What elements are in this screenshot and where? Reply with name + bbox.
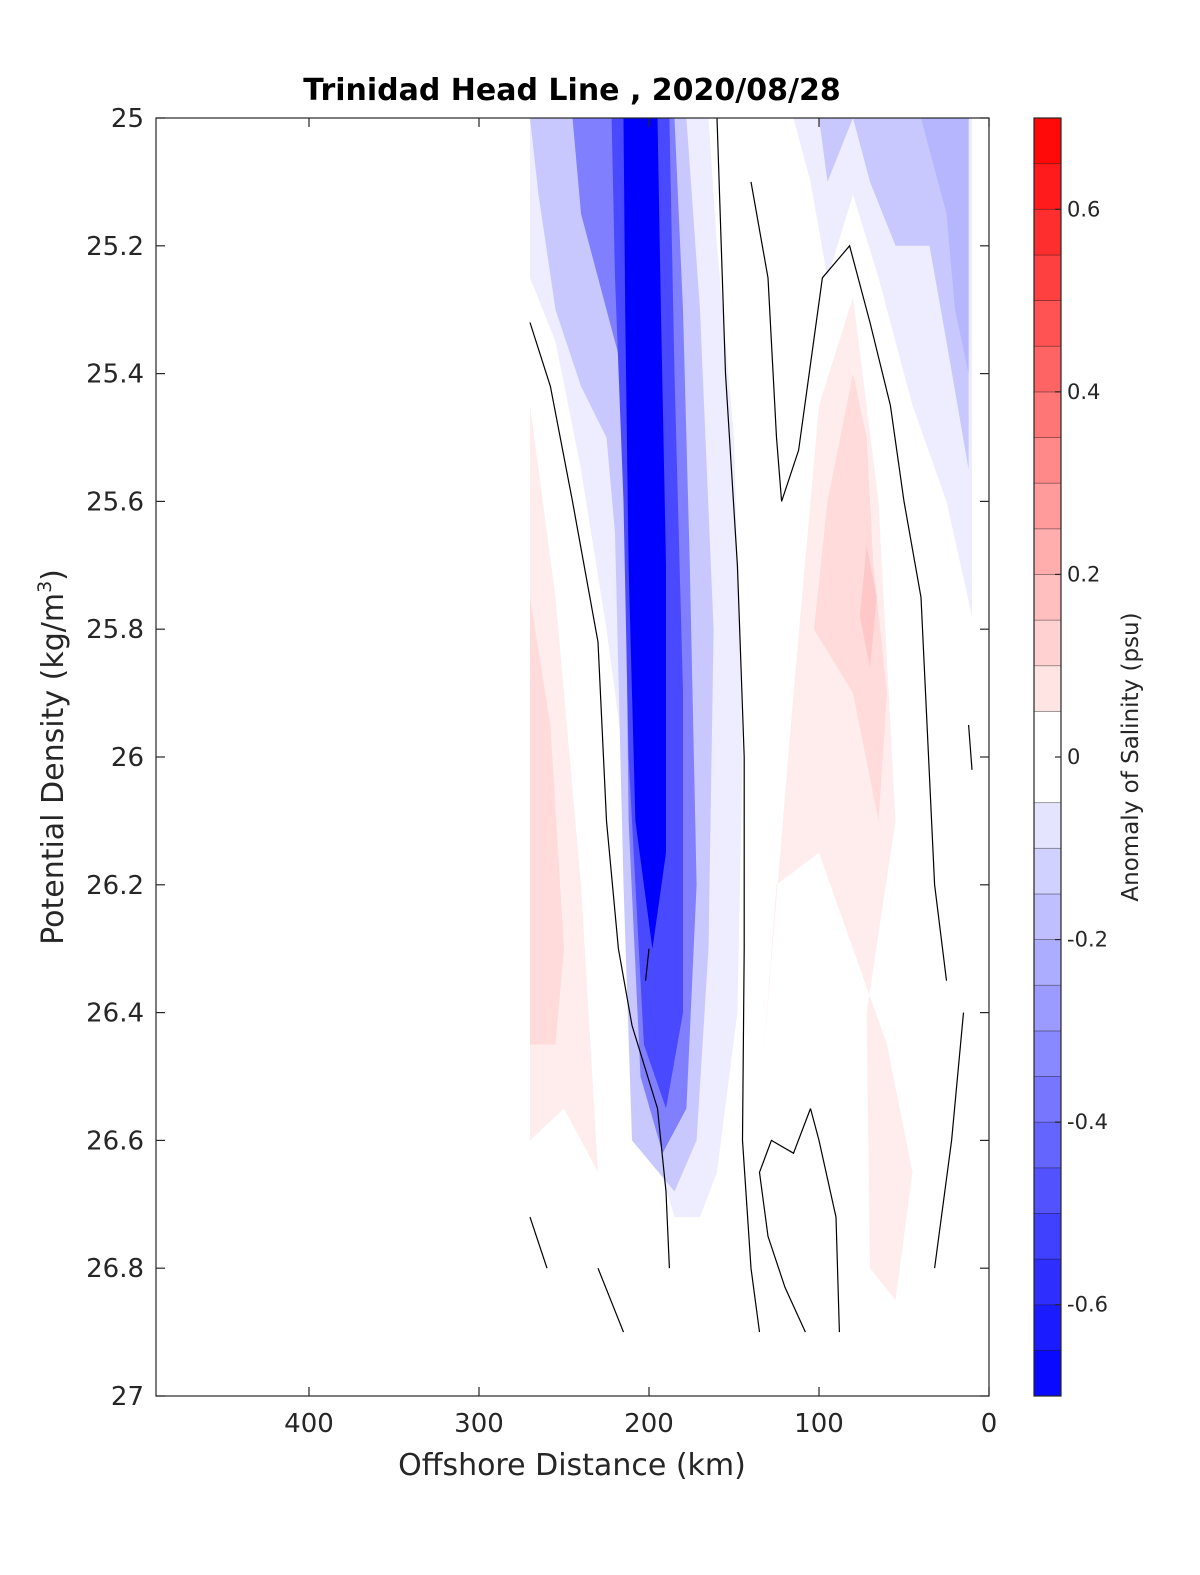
x-tick-label: 400	[284, 1409, 334, 1439]
anomaly-region-nearshore-negative-anomaly-core	[819, 118, 969, 470]
colorbar-tick-label: 0.4	[1067, 380, 1100, 404]
y-tick-label: 26.8	[86, 1254, 144, 1284]
x-tick-label: 200	[624, 1409, 674, 1439]
zero-contour-line-7	[758, 1108, 812, 1333]
y-tick-label: 26.2	[86, 871, 144, 901]
colorbar-tick-label: -0.6	[1067, 1293, 1108, 1317]
y-tick-label: 26.4	[86, 999, 144, 1029]
colorbar-segment	[1033, 1121, 1062, 1169]
anomaly-region-nearshore-positive-anomaly-core	[813, 373, 887, 821]
anomaly-fill-layer	[530, 118, 972, 1301]
colorbar-segment	[1033, 117, 1062, 165]
x-tick-label: 100	[794, 1409, 844, 1439]
zero-contour-line-3	[750, 181, 948, 981]
anomaly-region-offshore-positive-anomaly-core	[530, 597, 564, 1045]
colorbar-segment	[1033, 939, 1062, 986]
y-axis-label: Potential Density (kg/m3)	[34, 569, 71, 945]
y-tick-label: 25	[111, 104, 144, 134]
colorbar-segment	[1033, 391, 1062, 438]
x-axis-label: Offshore Distance (km)	[398, 1448, 746, 1483]
zero-contour-line-2	[716, 118, 761, 1333]
y-tick-label: 25.2	[86, 232, 144, 262]
colorbar-tick-label: 0.6	[1067, 197, 1100, 221]
y-tick-label: 27	[111, 1382, 144, 1412]
y-tick-label: 25.4	[86, 360, 144, 390]
zero-contour-line-6	[645, 948, 650, 981]
y-tick-label: 25.8	[86, 615, 144, 645]
anomaly-region-coastal-negative-anomaly-strong	[921, 118, 969, 374]
x-tick-label: 300	[454, 1409, 504, 1439]
anomaly-region-nearshore-positive-anomaly-peak	[859, 546, 877, 668]
colorbar-segment	[1033, 665, 1062, 712]
x-tick-label: 0	[981, 1409, 998, 1439]
zero-contour-line-9	[934, 1012, 965, 1269]
colorbar-segment	[1033, 1304, 1062, 1351]
colorbar-segment	[1033, 254, 1062, 301]
colorbar-ticks: 0.6 0.4 0.2 0 -0.2 -0.4 -0.6	[1055, 197, 1108, 1317]
zero-contour-line-5	[597, 1267, 625, 1333]
y-tick-label: 26.6	[86, 1126, 144, 1156]
colorbar-segment	[1033, 1030, 1062, 1077]
y-axis-ticks: 25 25.2 25.4 25.6 25.8 26 26.2 26.4 26.6 26.8 27	[86, 104, 989, 1412]
colorbar-segment	[1033, 1167, 1062, 1214]
colorbar-segment	[1033, 1258, 1062, 1306]
colorbar-segment	[1033, 802, 1062, 849]
zero-contour-layer	[529, 118, 973, 1333]
colorbar-segment	[1033, 300, 1062, 347]
y-tick-label: 26	[111, 743, 144, 773]
colorbar-tick-label: 0.2	[1067, 562, 1100, 586]
colorbar-segment	[1033, 1349, 1062, 1397]
colorbar-segment	[1033, 847, 1062, 895]
x-axis-ticks: 400 300 200 100 0	[284, 118, 997, 1439]
colorbar-segment	[1033, 163, 1062, 210]
zero-contour-line-4	[529, 1216, 548, 1269]
zero-contour-line-1	[529, 322, 670, 1269]
colorbar-segment	[1033, 208, 1062, 256]
chart-title: Trinidad Head Line , 2020/08/28	[303, 73, 840, 108]
zero-contour-line-8	[809, 1108, 840, 1333]
colorbar-tick-label: 0	[1067, 745, 1080, 769]
colorbar-label: Anomaly of Salinity (psu)	[1118, 612, 1144, 901]
colorbar-tick-label: -0.2	[1067, 928, 1108, 952]
y-axis-label-superscript: 3	[34, 581, 56, 593]
colorbar	[1033, 117, 1062, 1397]
y-tick-label: 25.6	[86, 487, 144, 517]
y-axis-label-main: Potential Density (kg/m	[36, 593, 71, 945]
colorbar-segment	[1033, 984, 1062, 1032]
zero-contour-line-10	[968, 724, 973, 770]
colorbar-segment	[1033, 574, 1062, 621]
colorbar-segment	[1033, 619, 1062, 667]
y-axis-label-end: )	[36, 569, 71, 581]
colorbar-segment	[1033, 893, 1062, 940]
colorbar-segment	[1033, 528, 1062, 575]
colorbar-segment	[1033, 437, 1062, 484]
anomaly-region-nearshore-positive-anomaly	[762, 296, 913, 1301]
anomaly-region-negative-anomaly-core-peak	[623, 118, 666, 949]
colorbar-segment	[1033, 345, 1062, 393]
colorbar-segment	[1033, 482, 1062, 530]
colorbar-segment	[1033, 1213, 1062, 1260]
colorbar-segment	[1033, 1076, 1062, 1123]
colorbar-tick-label: -0.4	[1067, 1110, 1108, 1134]
